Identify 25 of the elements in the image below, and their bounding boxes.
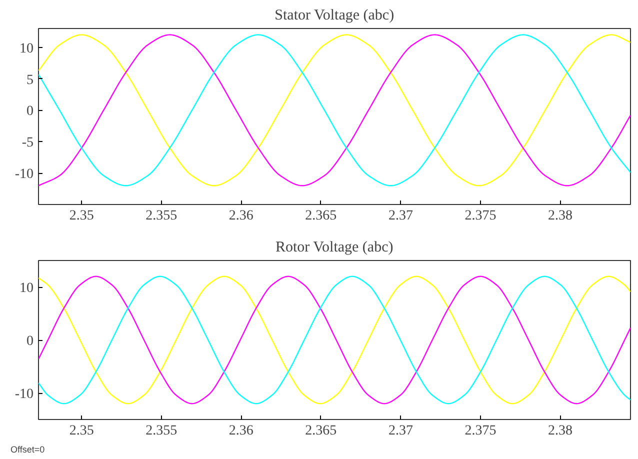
y-tick-label: 5 xyxy=(26,72,34,88)
y-tick-label: 0 xyxy=(26,104,34,120)
x-tick-label: 2.355 xyxy=(146,424,178,438)
chart-title: Stator Voltage (abc) xyxy=(274,8,394,24)
text: Offset=0 xyxy=(10,444,45,454)
y-tick-label: 10 xyxy=(20,281,34,296)
x-tick-label: 2.35 xyxy=(69,208,94,224)
y-tick-label: -10 xyxy=(14,167,34,182)
x-tick-label: 2.375 xyxy=(464,424,496,438)
chart-title: Rotor Voltage (abc) xyxy=(275,240,394,256)
x-tick-label: 2.35 xyxy=(69,424,94,438)
y-tick-label: 10 xyxy=(20,41,34,56)
x-tick-label: 2.37 xyxy=(388,208,413,224)
y-tick-label: -10 xyxy=(14,387,34,402)
x-tick-label: 2.38 xyxy=(548,208,573,224)
x-tick-label: 2.355 xyxy=(146,208,178,224)
y-tick-label: -5 xyxy=(22,136,34,151)
y-tick-label: 0 xyxy=(26,334,34,349)
x-tick-label: 2.375 xyxy=(464,208,496,224)
x-tick-label: 2.365 xyxy=(305,208,337,224)
x-tick-label: 2.36 xyxy=(228,424,254,438)
x-tick-label: 2.37 xyxy=(388,424,413,438)
x-tick-label: 2.36 xyxy=(228,208,254,224)
x-tick-label: 2.365 xyxy=(305,424,337,438)
x-tick-label: 2.38 xyxy=(548,424,573,438)
